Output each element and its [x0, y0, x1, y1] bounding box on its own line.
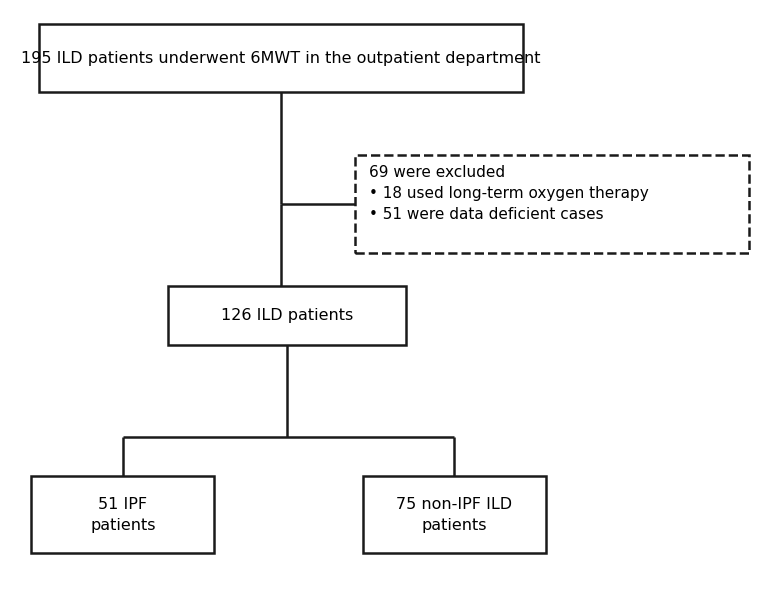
Text: 126 ILD patients: 126 ILD patients: [221, 308, 353, 323]
FancyBboxPatch shape: [168, 286, 406, 345]
FancyBboxPatch shape: [363, 476, 546, 553]
Text: 69 were excluded
• 18 used long-term oxygen therapy
• 51 were data deficient cas: 69 were excluded • 18 used long-term oxy…: [369, 165, 649, 223]
FancyBboxPatch shape: [39, 24, 523, 92]
Text: 75 non-IPF ILD
patients: 75 non-IPF ILD patients: [396, 497, 512, 533]
FancyBboxPatch shape: [31, 476, 214, 553]
Text: 51 IPF
patients: 51 IPF patients: [90, 497, 155, 533]
FancyBboxPatch shape: [355, 155, 749, 253]
Text: 195 ILD patients underwent 6MWT in the outpatient department: 195 ILD patients underwent 6MWT in the o…: [21, 51, 541, 65]
